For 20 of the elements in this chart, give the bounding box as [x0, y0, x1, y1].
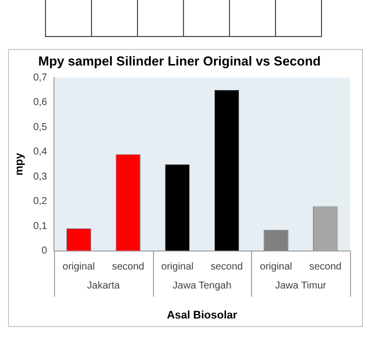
text: Jakarta	[87, 280, 120, 292]
y-axis-title: mpy	[14, 152, 26, 176]
x-tick-label: second	[112, 262, 144, 273]
x-tick-label: second	[309, 262, 342, 273]
x-tick-label: original	[62, 262, 95, 273]
text: Jawa Tengah	[172, 280, 232, 292]
y-tick-label: 0,2	[33, 196, 48, 208]
x-tick-label: original	[260, 262, 292, 273]
x-tick-label: original	[161, 262, 194, 273]
text: Jawa Timur	[275, 280, 327, 292]
y-tick-label: 0,5	[33, 122, 48, 133]
y-tick-label: 0,4	[33, 146, 48, 158]
y-tick-label: 0,7	[33, 72, 48, 84]
chart-title: Mpy sampel Silinder Liner Original vs Second	[38, 53, 321, 68]
x-tick-label: second	[210, 262, 243, 273]
y-tick-label: 0,1	[33, 220, 48, 232]
y-tick-label: 0,6	[33, 97, 48, 108]
y-tick-label: 0	[42, 246, 48, 257]
x-axis-title: Asal Biosolar	[166, 309, 238, 322]
y-tick-label: 0,3	[33, 171, 48, 182]
